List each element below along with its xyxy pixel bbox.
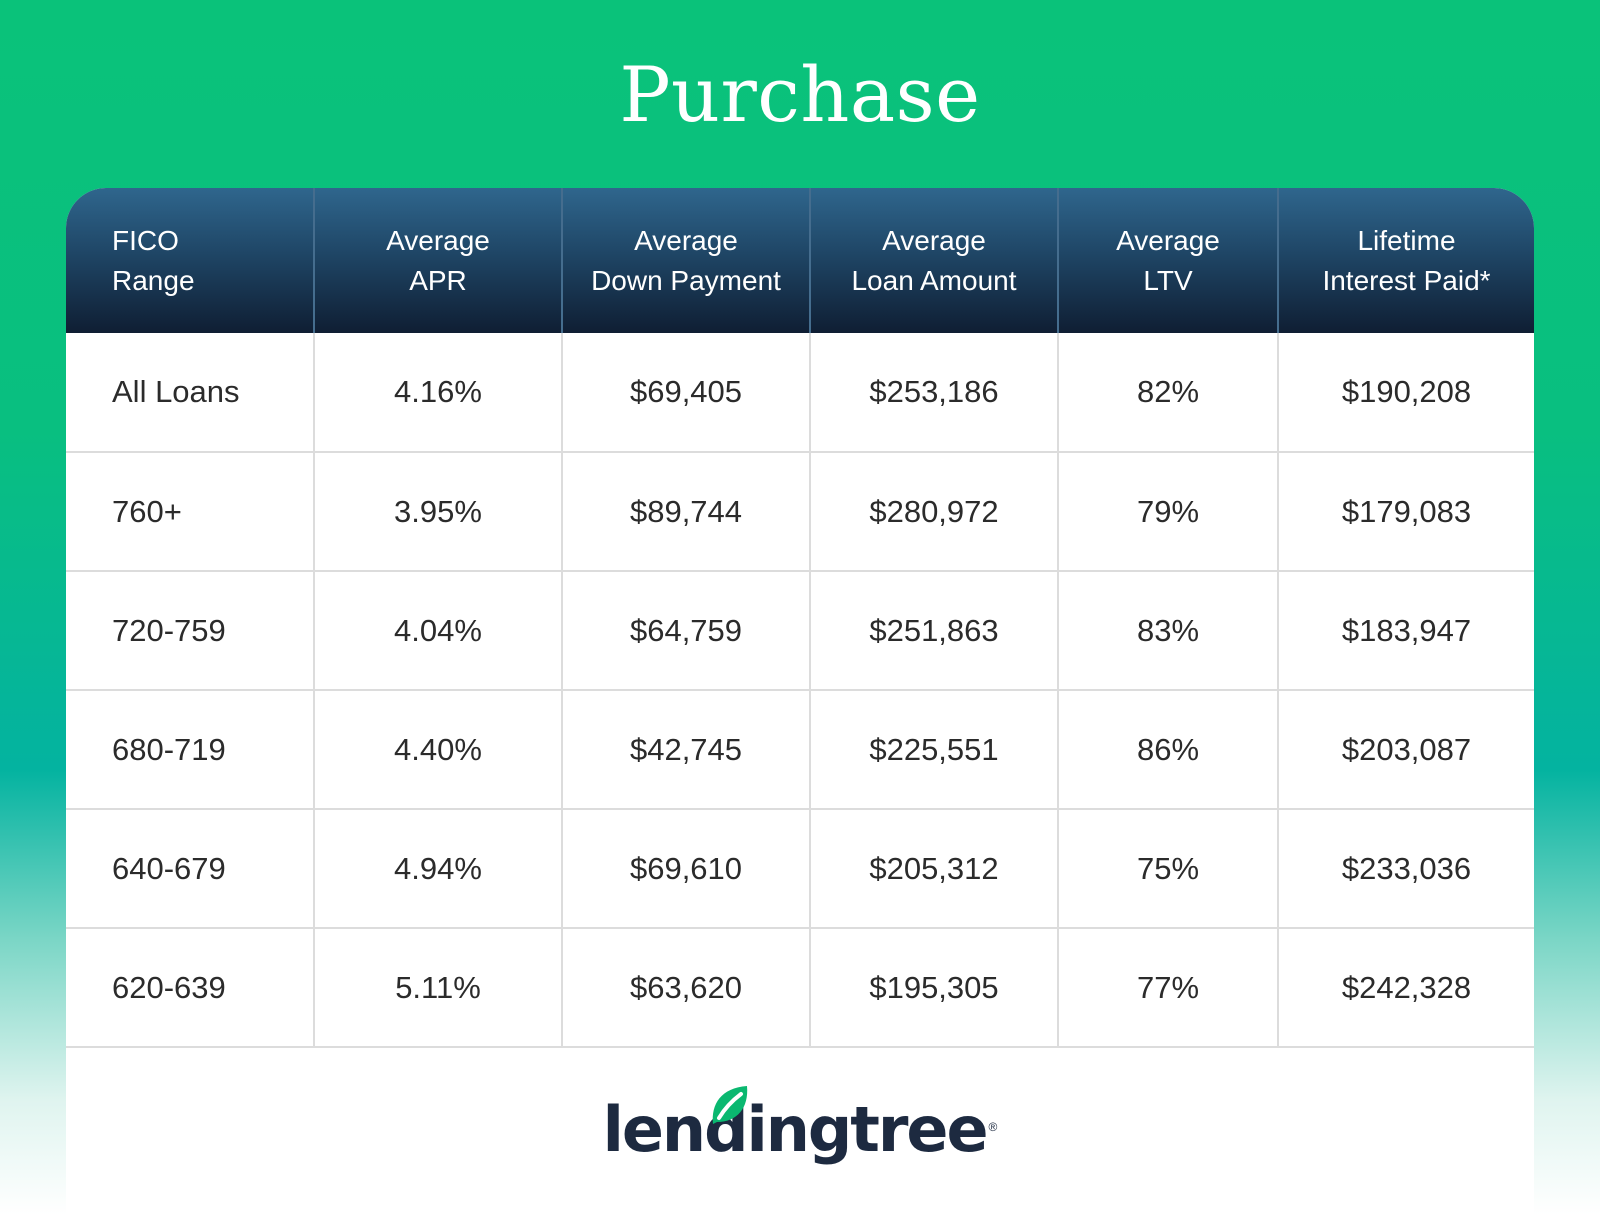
header-fico-range: FICO Range	[66, 188, 315, 333]
table-cell: $233,036	[1278, 809, 1534, 929]
table-cell: 4.94%	[314, 809, 563, 929]
table-cell: $205,312	[810, 809, 1059, 929]
header-line: APR	[409, 264, 467, 296]
table-cell: $183,947	[1278, 571, 1534, 691]
table-cell: All Loans	[66, 333, 315, 453]
header-lifetime-interest-paid: Lifetime Interest Paid*	[1278, 188, 1534, 333]
table-cell: $203,087	[1278, 690, 1534, 810]
table-row: 720-759 4.04% $64,759 $251,863 83% $183,…	[66, 571, 1534, 691]
header-average-apr: Average APR	[314, 188, 563, 333]
table-cell: 82%	[1058, 333, 1279, 453]
table-row: 760+ 3.95% $89,744 $280,972 79% $179,083	[66, 452, 1534, 572]
table-cell: $69,405	[562, 333, 811, 453]
table-cell: 620-639	[66, 928, 315, 1048]
table-cell: $242,328	[1278, 928, 1534, 1048]
header-average-down-payment: Average Down Payment	[562, 188, 811, 333]
table-cell: $190,208	[1278, 333, 1534, 453]
page-title: Purchase	[619, 50, 981, 139]
header-line: FICO	[112, 224, 179, 256]
table-cell: 79%	[1058, 452, 1279, 572]
header-line: Lifetime	[1357, 224, 1456, 256]
table-cell: $42,745	[562, 690, 811, 810]
table-cell: 4.40%	[314, 690, 563, 810]
header-line: Average	[634, 224, 738, 256]
table-cell: 5.11%	[314, 928, 563, 1048]
table-cell: 3.95%	[314, 452, 563, 572]
table-cell: $225,551	[810, 690, 1059, 810]
table-row: 640-679 4.94% $69,610 $205,312 75% $233,…	[66, 809, 1534, 929]
logo-wordmark: lendingtree	[602, 1093, 989, 1166]
header-line: Average	[1116, 224, 1220, 256]
table-cell: 86%	[1058, 690, 1279, 810]
table-cell: $195,305	[810, 928, 1059, 1048]
table-cell: $63,620	[562, 928, 811, 1048]
table-cell: 4.04%	[314, 571, 563, 691]
table-cell: $69,610	[562, 809, 811, 929]
header-average-loan-amount: Average Loan Amount	[810, 188, 1059, 333]
header-line: Interest Paid*	[1322, 264, 1491, 296]
table-cell: 75%	[1058, 809, 1279, 929]
table-cell: $253,186	[810, 333, 1059, 453]
header-line: Range	[112, 264, 195, 296]
table-cell: $280,972	[810, 452, 1059, 572]
table-cell: 4.16%	[314, 333, 563, 453]
registered-mark: ®	[988, 1120, 998, 1134]
table-row: All Loans 4.16% $69,405 $253,186 82% $19…	[66, 333, 1534, 453]
table-row: 680-719 4.40% $42,745 $225,551 86% $203,…	[66, 690, 1534, 810]
table-cell: 83%	[1058, 571, 1279, 691]
table-cell: 77%	[1058, 928, 1279, 1048]
table-cell: $89,744	[562, 452, 811, 572]
header-line: Down Payment	[591, 264, 781, 296]
lendingtree-logo: lendingtree ®	[0, 1086, 1600, 1170]
table-cell: $179,083	[1278, 452, 1534, 572]
table-cell: 680-719	[66, 690, 315, 810]
leaf-icon	[712, 1086, 747, 1124]
header-line: LTV	[1143, 264, 1193, 296]
table-cell: 640-679	[66, 809, 315, 929]
table-cell: $64,759	[562, 571, 811, 691]
header-line: Loan Amount	[851, 264, 1017, 296]
table-header-row: FICO Range Average APR Average Down Paym…	[66, 188, 1534, 333]
header-line: Average	[386, 224, 490, 256]
table-cell: $251,863	[810, 571, 1059, 691]
header-average-ltv: Average LTV	[1058, 188, 1279, 333]
data-table-card: FICO Range Average APR Average Down Paym…	[66, 188, 1534, 1215]
purchase-table: FICO Range Average APR Average Down Paym…	[66, 188, 1534, 1048]
table-row: 620-639 5.11% $63,620 $195,305 77% $242,…	[66, 928, 1534, 1048]
header-line: Average	[882, 224, 986, 256]
table-cell: 760+	[66, 452, 315, 572]
table-cell: 720-759	[66, 571, 315, 691]
